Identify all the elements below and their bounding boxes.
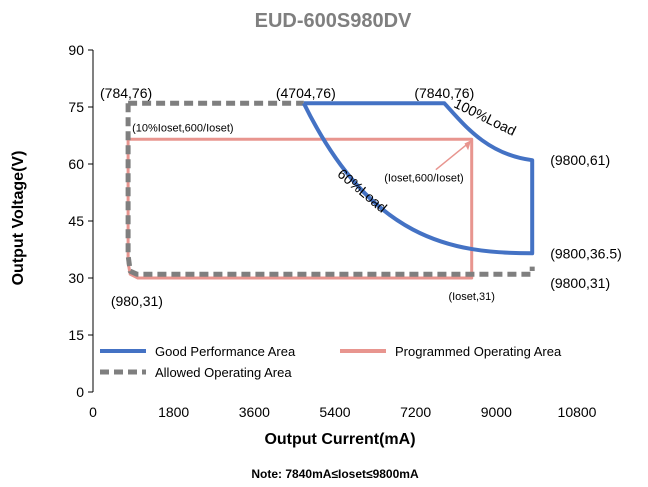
legend-good-performance-label: Good Performance Area bbox=[155, 344, 296, 359]
point-label: (4704,76) bbox=[276, 85, 336, 101]
x-tick-label: 0 bbox=[89, 404, 97, 420]
series-layer bbox=[125, 100, 535, 280]
y-tick-label: 0 bbox=[76, 384, 84, 400]
legend-programmed-operating-label: Programmed Operating Area bbox=[395, 344, 562, 359]
legend-allowed-operating-label: Allowed Operating Area bbox=[155, 365, 292, 380]
y-axis-title: Output Voltage(V) bbox=[10, 151, 27, 286]
point-label: (9800,61) bbox=[550, 152, 610, 168]
x-tick-label: 1800 bbox=[158, 404, 189, 420]
x-tick-label: 7200 bbox=[400, 404, 431, 420]
point-label: (9800,31) bbox=[550, 275, 610, 291]
x-axis-title: Output Current(mA) bbox=[264, 431, 415, 448]
annotation-arrow bbox=[435, 142, 470, 171]
y-tick-label: 75 bbox=[68, 99, 84, 115]
y-tick-label: 90 bbox=[68, 42, 84, 58]
series-allowed-operating-area bbox=[125, 103, 535, 277]
point-label: (784,76) bbox=[100, 85, 152, 101]
curve-label-100-load: 100%Load bbox=[451, 95, 518, 139]
x-tick-label: 9000 bbox=[481, 404, 512, 420]
point-label: (Ioset,31) bbox=[448, 291, 494, 303]
point-label: (980,31) bbox=[111, 293, 163, 309]
point-label: (7840,76) bbox=[414, 85, 474, 101]
x-tick-label: 10800 bbox=[558, 404, 597, 420]
legend: Good Performance Area Programmed Operatin… bbox=[100, 344, 562, 380]
y-tick-label: 30 bbox=[68, 270, 84, 286]
point-label: (9800,36.5) bbox=[550, 245, 622, 261]
series-programmed-operating-area bbox=[126, 137, 474, 280]
x-tick-label: 3600 bbox=[239, 404, 270, 420]
x-tick-label: 5400 bbox=[319, 404, 350, 420]
point-label: (Ioset,600/Ioset) bbox=[384, 172, 464, 184]
annotation-arrowhead bbox=[464, 140, 472, 151]
y-tick-label: 15 bbox=[68, 327, 84, 343]
chart-note: Note: 7840mA≤Ioset≤9800mA bbox=[251, 467, 419, 481]
series-good-performance-area bbox=[302, 101, 535, 256]
y-tick-label: 45 bbox=[68, 213, 84, 229]
axes: 0 15 30 45 60 75 90 0 1800 3600 5400 7200 9000 10800 bbox=[68, 42, 596, 420]
curve-label-60-load: 60%Load bbox=[335, 165, 391, 215]
chart-title: EUD-600S980DV bbox=[255, 10, 412, 32]
point-label: (10%Ioset,600/Ioset) bbox=[132, 122, 234, 134]
y-tick-label: 60 bbox=[68, 156, 84, 172]
